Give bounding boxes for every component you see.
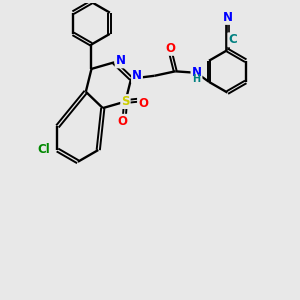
Text: N: N: [191, 66, 202, 79]
Text: N: N: [116, 54, 126, 68]
Text: H: H: [192, 74, 200, 84]
Text: O: O: [118, 115, 128, 128]
Text: Cl: Cl: [38, 143, 51, 157]
Text: N: N: [132, 69, 142, 82]
Text: O: O: [166, 42, 176, 55]
Text: N: N: [222, 11, 233, 24]
Text: C: C: [228, 33, 237, 46]
Text: O: O: [138, 97, 148, 110]
Text: S: S: [121, 95, 130, 108]
